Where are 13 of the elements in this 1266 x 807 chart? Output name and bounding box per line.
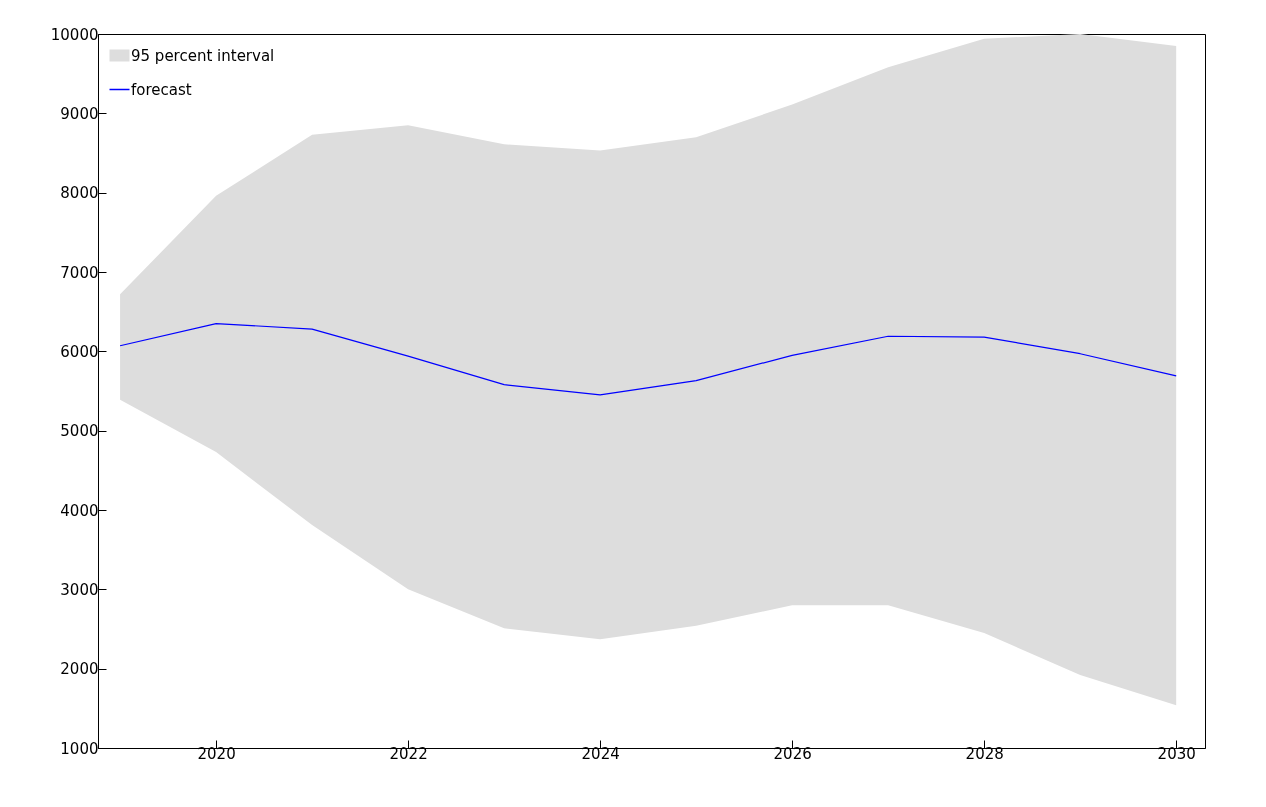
annotation: 95 percent interval <box>131 46 275 65</box>
y-tick-label: 6000 <box>60 342 99 361</box>
y-tick-label: 8000 <box>60 184 99 203</box>
y-tick-label: 9000 <box>60 104 99 123</box>
line-series <box>119 322 1177 396</box>
y-tick-label: 7000 <box>60 263 99 282</box>
y-tick-label: 1000 <box>60 739 99 758</box>
y-tick-label: 4000 <box>60 501 99 520</box>
y-tick-label: 5000 <box>60 422 99 441</box>
y-tick-label: 10000 <box>50 25 99 44</box>
y-tick-label: 3000 <box>60 580 99 599</box>
y-tick-label: 2000 <box>60 660 99 679</box>
legend-label: forecast <box>131 80 192 99</box>
